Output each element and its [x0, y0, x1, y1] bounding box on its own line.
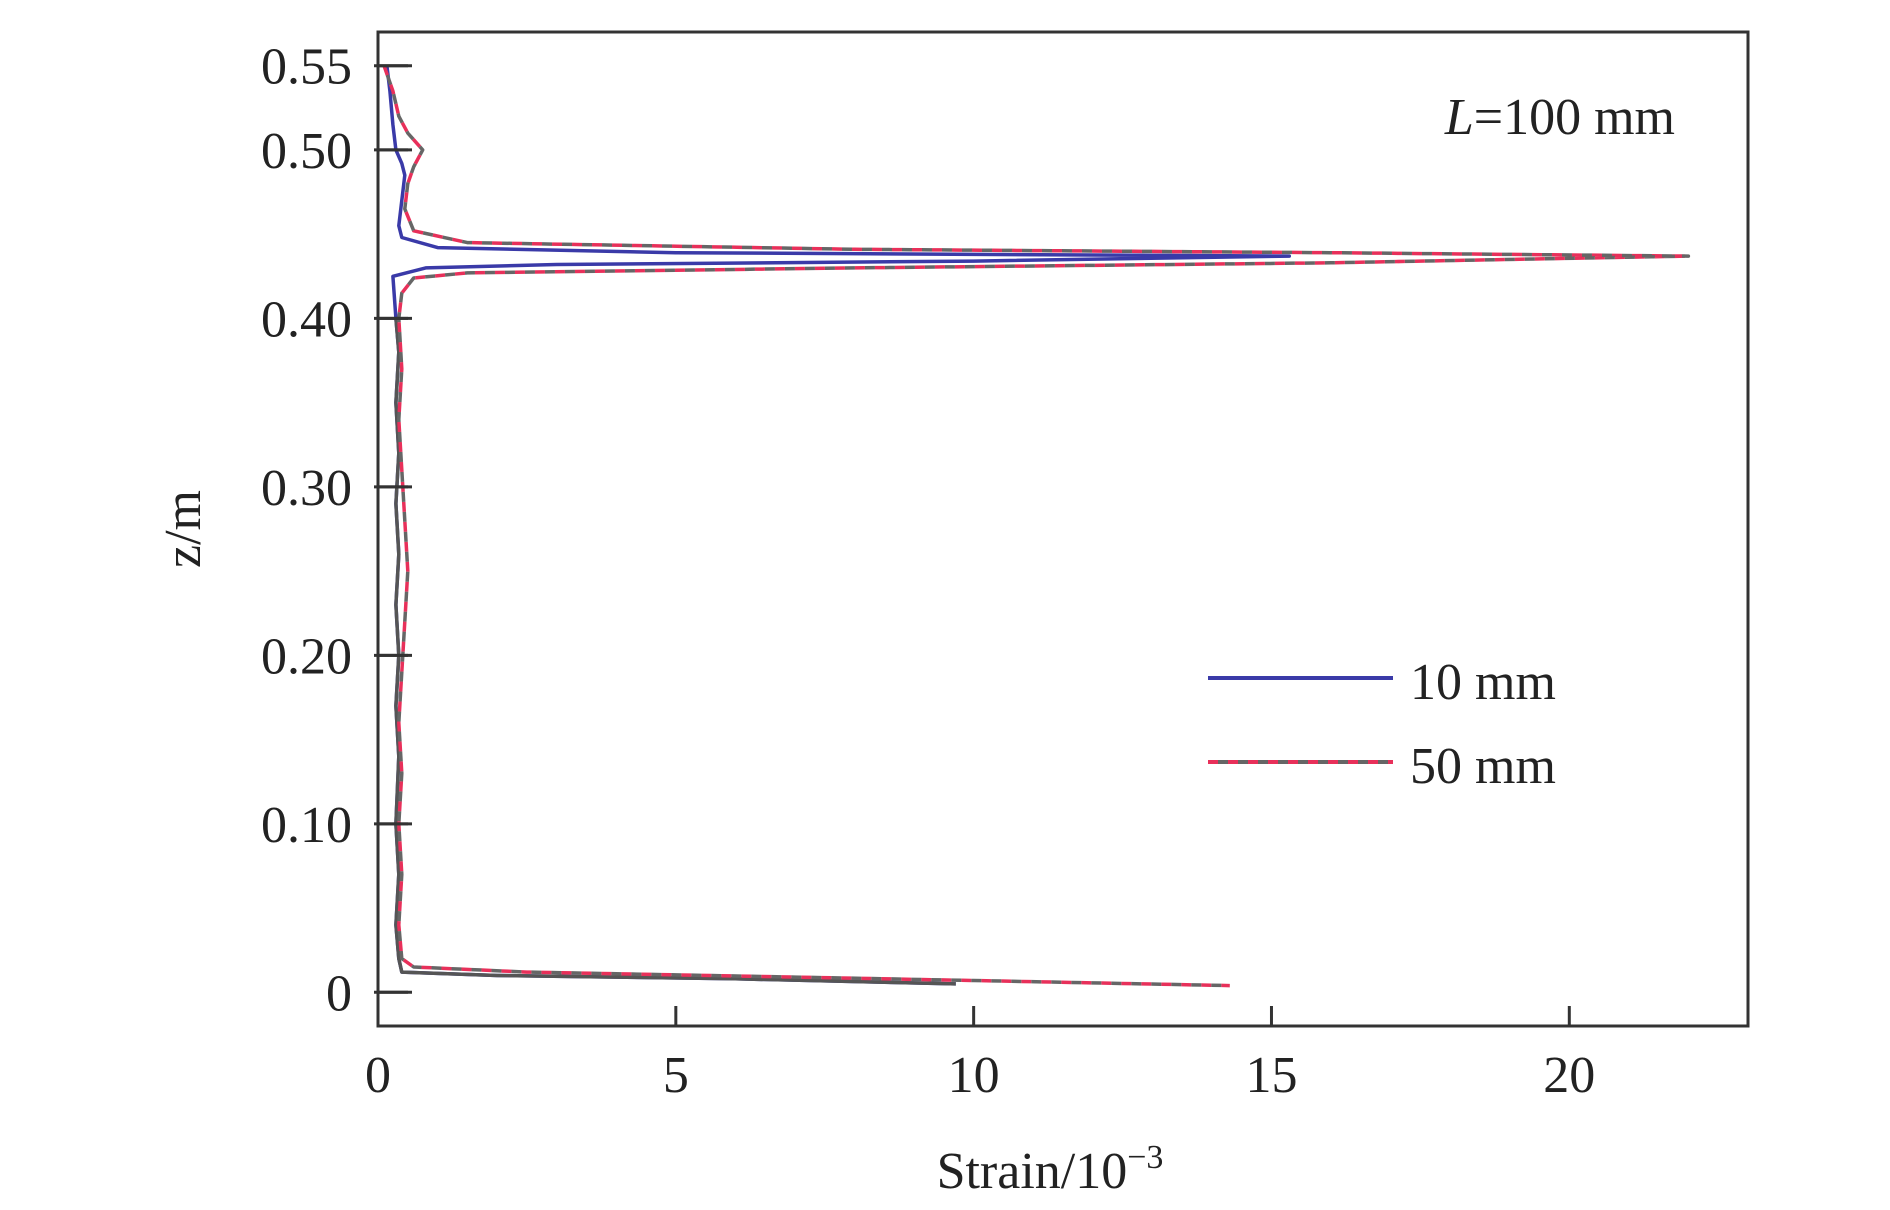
x-tick-label-1: 5: [663, 1047, 689, 1104]
legend-label-10mm: 10 mm: [1410, 654, 1556, 711]
y-tick-label-2: 0.20: [261, 628, 352, 685]
series-line-50mm: [382, 65, 1691, 988]
y-tick-label-0: 0: [326, 965, 352, 1022]
x-axis-label-main: Strain/10: [937, 1143, 1128, 1200]
x-tick-label-4: 20: [1543, 1047, 1595, 1104]
y-axis-label: z/m: [155, 490, 212, 568]
y-tick-label-6: 0.55: [261, 39, 352, 96]
series-layer: [382, 65, 1691, 988]
annotation: L=100 mm: [1444, 89, 1675, 146]
x-tick-label-3: 15: [1245, 1047, 1297, 1104]
x-axis-label-sup: −3: [1127, 1139, 1163, 1176]
legend: 10 mm 50 mm: [1208, 654, 1556, 795]
y-tick-label-5: 0.50: [261, 123, 352, 180]
series-line-10mm: [385, 65, 1292, 986]
annotation-italic: L: [1444, 89, 1474, 146]
x-tick-label-2: 10: [948, 1047, 1000, 1104]
series-line-50mm-alt: [382, 65, 1691, 988]
plot-frame: [376, 30, 1750, 1028]
x-axis-label: Strain/10−3: [937, 1139, 1164, 1200]
annotation-text: =100 mm: [1474, 89, 1675, 146]
series-line-10mm-lower: [394, 318, 956, 986]
y-tick-label-1: 0.10: [261, 797, 352, 854]
y-tick-label-3: 0.30: [261, 460, 352, 517]
legend-label-50mm: 50 mm: [1410, 738, 1556, 795]
tick-layer: 0 5 10 15 20 0 0.10 0.20 0.30 0.40 0.50 0.55: [261, 39, 1595, 1104]
y-tick-label-4: 0.40: [261, 291, 352, 348]
x-tick-label-0: 0: [365, 1047, 391, 1104]
